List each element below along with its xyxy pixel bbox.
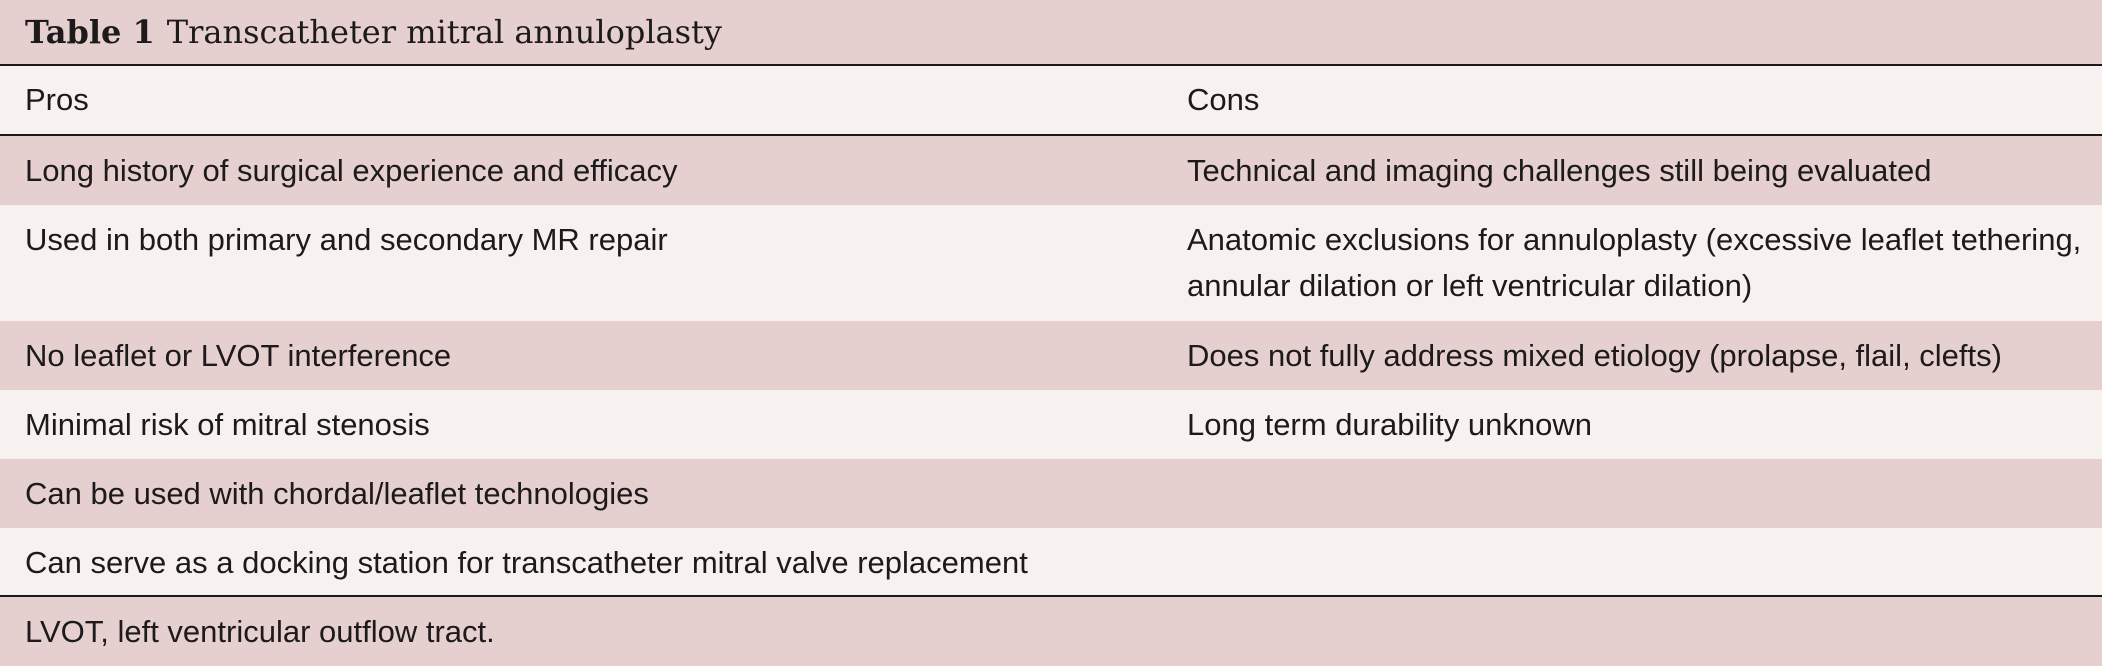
table-footnote: LVOT, left ventricular outflow tract. (0, 597, 2102, 666)
con-cell: Does not fully address mixed etiology (p… (1187, 338, 2002, 373)
table-caption: Table 1 Transcatheter mitral annuloplast… (0, 0, 2102, 66)
con-cell: Long term durability unknown (1187, 407, 1592, 442)
table-row: Used in both primary and secondary MR re… (0, 205, 2102, 321)
table-row: No leaflet or LVOT interference Does not… (0, 321, 2102, 390)
table-number: Table 1 (25, 13, 155, 51)
table-row: Can serve as a docking station for trans… (0, 528, 2102, 597)
table-row: Long history of surgical experience and … (0, 136, 2102, 205)
pro-cell: Minimal risk of mitral stenosis (25, 407, 430, 442)
pro-cell: Can be used with chordal/leaflet technol… (25, 476, 649, 511)
con-cell: Technical and imaging challenges still b… (1187, 153, 1932, 188)
header-pros: Pros (25, 82, 89, 117)
pro-cell: Used in both primary and secondary MR re… (25, 222, 668, 257)
pro-cell: Can serve as a docking station for trans… (25, 545, 1028, 580)
pro-cell: No leaflet or LVOT interference (25, 338, 452, 373)
table-row: Minimal risk of mitral stenosis Long ter… (0, 390, 2102, 459)
header-cons: Cons (1187, 82, 1260, 117)
pro-cell: Long history of surgical experience and … (25, 153, 678, 188)
con-cell (1162, 471, 2102, 528)
con-cell: Anatomic exclusions for annuloplasty (ex… (1187, 222, 2082, 303)
con-cell (1162, 540, 2102, 595)
table-title: Transcatheter mitral annuloplasty (166, 13, 722, 51)
table-header-row: Pros Cons (0, 66, 2102, 136)
table-row: Can be used with chordal/leaflet technol… (0, 459, 2102, 528)
